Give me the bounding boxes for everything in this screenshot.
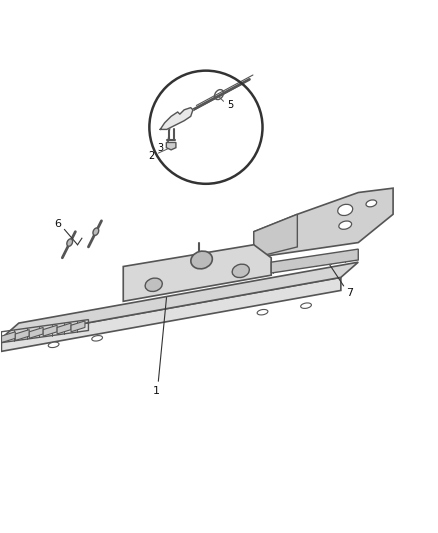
Polygon shape	[43, 325, 57, 336]
Polygon shape	[1, 332, 15, 343]
Text: 7: 7	[346, 288, 353, 298]
Ellipse shape	[232, 264, 249, 278]
Polygon shape	[15, 329, 29, 341]
Text: 5: 5	[227, 100, 233, 110]
Text: 1: 1	[152, 385, 159, 395]
Polygon shape	[254, 214, 297, 258]
Ellipse shape	[300, 303, 311, 309]
Ellipse shape	[67, 239, 73, 246]
Polygon shape	[57, 323, 71, 334]
Text: 6: 6	[54, 219, 61, 229]
Ellipse shape	[191, 251, 212, 269]
Ellipse shape	[92, 336, 102, 341]
Polygon shape	[254, 188, 393, 258]
Polygon shape	[1, 277, 341, 351]
Ellipse shape	[339, 221, 352, 229]
Polygon shape	[160, 108, 193, 130]
Ellipse shape	[145, 278, 162, 292]
Ellipse shape	[338, 204, 353, 215]
Polygon shape	[123, 245, 271, 301]
Ellipse shape	[48, 342, 59, 348]
Polygon shape	[1, 262, 358, 338]
Polygon shape	[29, 327, 43, 338]
Text: 2: 2	[148, 151, 155, 161]
Polygon shape	[271, 249, 358, 273]
Polygon shape	[71, 321, 85, 332]
Text: 3: 3	[157, 143, 163, 153]
Polygon shape	[166, 142, 176, 150]
Ellipse shape	[93, 228, 99, 236]
Ellipse shape	[257, 310, 268, 315]
Ellipse shape	[366, 200, 377, 207]
